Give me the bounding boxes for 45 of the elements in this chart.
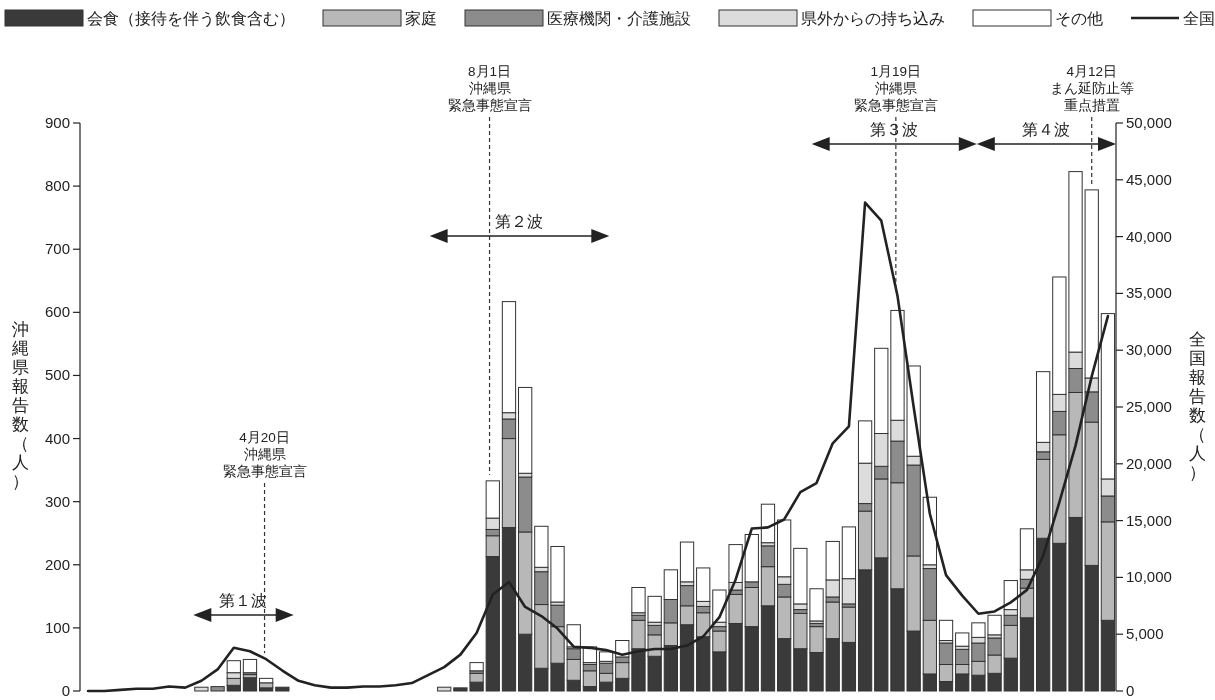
annotation: 緊急事態宣言 — [222, 464, 307, 479]
legend-label: 医療機関・介護施設 — [547, 10, 691, 27]
legend-label: 会食（接待を伴う飲食含む） — [87, 10, 295, 28]
y2-tick-label: 40,000 — [1126, 227, 1172, 245]
text: 1月19日 — [870, 64, 922, 79]
y-tick-label: 700 — [44, 240, 70, 258]
y2-tick-label: 15,000 — [1126, 511, 1172, 529]
y2-tick-label: 30,000 — [1126, 341, 1172, 359]
y2-tick-label: 20,000 — [1126, 454, 1172, 472]
text: 8月1日 — [468, 64, 512, 79]
annotation: 沖縄県 — [243, 447, 286, 462]
y2-tick-label: 10,000 — [1126, 568, 1172, 586]
y-tick-label: 100 — [44, 618, 70, 636]
ylabel: 沖縄県報告数（人） — [11, 320, 29, 491]
annotation: 第４波 — [1022, 121, 1071, 138]
y2-tick-label: 0 — [1126, 682, 1135, 699]
legend-label: 家庭 — [405, 10, 437, 27]
text: 4月12日 — [1066, 64, 1117, 79]
y-tick-label: 400 — [44, 429, 70, 447]
y2label: 全国報告数（人） — [1188, 329, 1206, 482]
y2-tick-label: 50,000 — [1126, 114, 1172, 131]
legend-label: 全国 — [1183, 10, 1215, 27]
text: まん延防止等 — [1049, 81, 1134, 96]
text: 緊急事態宣言 — [447, 98, 532, 113]
annotation: 4月20日 — [239, 430, 290, 445]
text: 沖縄県 — [468, 81, 511, 96]
y-tick-label: 600 — [44, 303, 70, 321]
y2-tick-label: 5,000 — [1126, 625, 1164, 643]
y2-tick-label: 45,000 — [1126, 170, 1172, 188]
legend-label: その他 — [1055, 10, 1103, 27]
y-tick-label: 900 — [44, 114, 70, 131]
y2-tick-label: 25,000 — [1126, 398, 1172, 415]
text: 重点措置 — [1063, 98, 1120, 113]
y-tick-label: 0 — [61, 682, 70, 699]
y-tick-label: 800 — [44, 177, 70, 195]
y2-tick-label: 35,000 — [1126, 284, 1172, 302]
y-tick-label: 500 — [44, 366, 70, 384]
text: 沖縄県 — [874, 81, 917, 96]
text: 緊急事態宣言 — [853, 98, 938, 113]
annotation: 第１波 — [219, 592, 268, 609]
y-tick-label: 300 — [44, 492, 70, 510]
y-tick-label: 200 — [44, 555, 70, 573]
legend-label: 県外からの持ち込み — [801, 10, 945, 27]
annotation: 第３波 — [870, 121, 919, 138]
annotation: 第２波 — [495, 213, 544, 230]
